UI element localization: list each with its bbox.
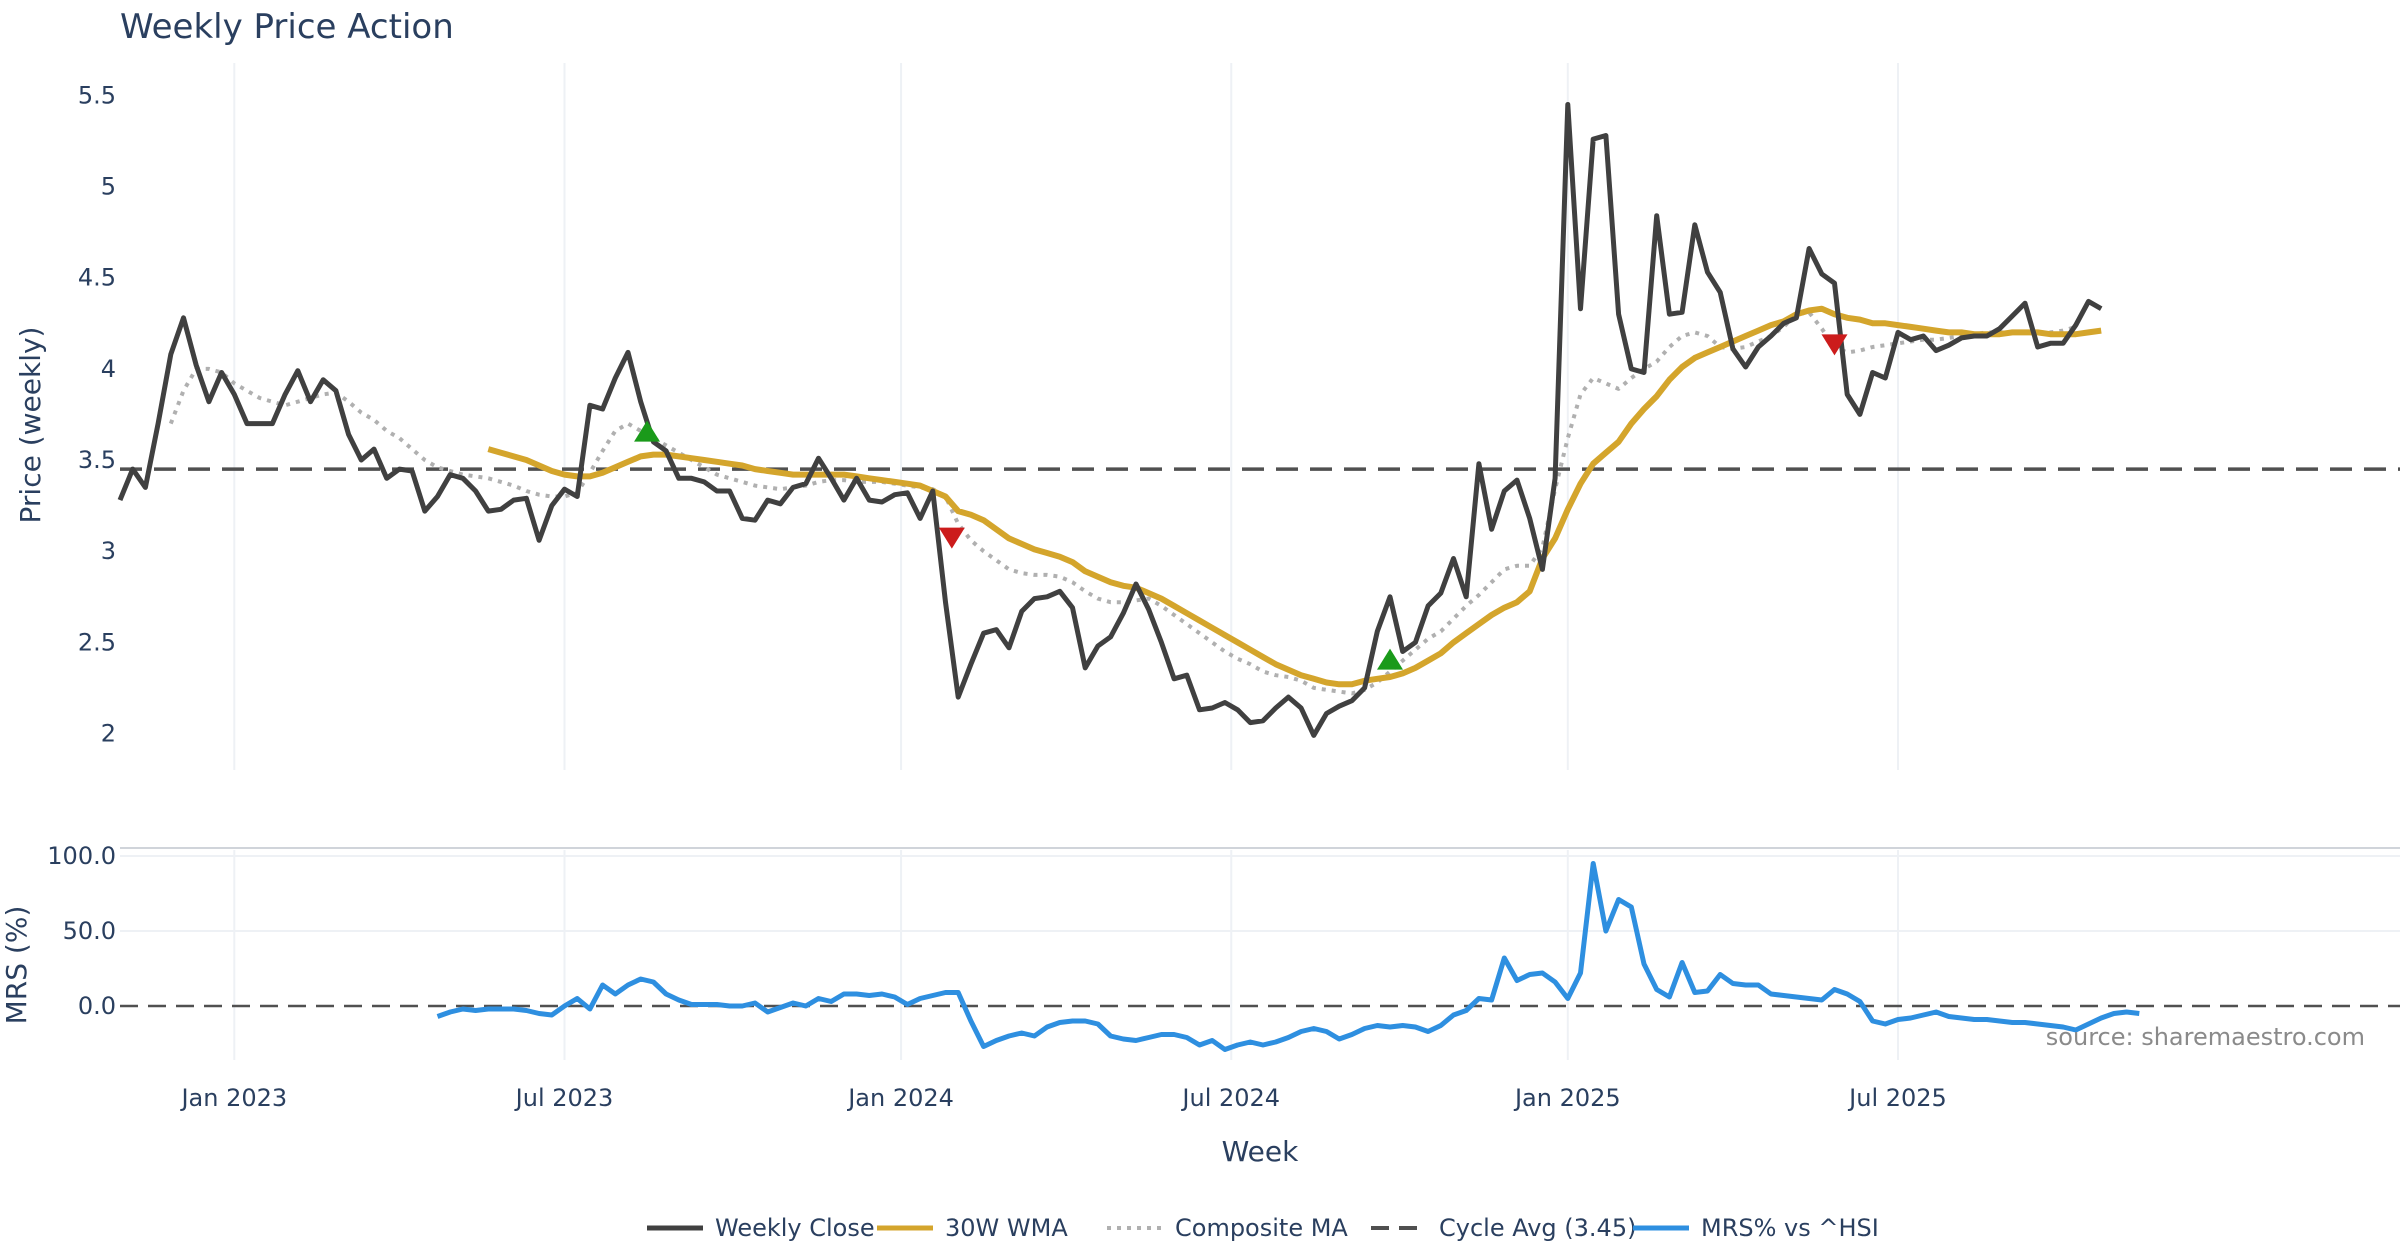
y-tick-label: 50.0 [63,917,116,945]
x-tick-label: Jul 2024 [1180,1084,1280,1112]
buy-signal-marker [1377,648,1403,670]
x-tick-label: Jan 2025 [1513,1084,1621,1112]
chart-title: Weekly Price Action [120,7,454,47]
x-tick-label: Jul 2023 [514,1084,614,1112]
composite-ma-line [168,310,2077,696]
mrs-line [436,861,2140,1052]
x-axis: Jan 2023 Jul 2023 Jan 2024 Jul 2024 Jan 2025… [179,1084,1946,1112]
sell-signal-marker [938,527,965,549]
legend-label: 30W WMA [945,1214,1068,1242]
weekly-close-line [117,102,2103,738]
legend-label: Weekly Close [715,1214,875,1242]
mrs-panel-grid [120,847,2400,1060]
mrs-y-axis-title: MRS (%) [0,906,33,1025]
wma-30w-line [487,305,2102,688]
sell-signal-marker [1821,334,1848,356]
price-panel-grid [233,63,1899,770]
y-tick-label: 2.5 [78,628,116,656]
source-label: source: sharemaestro.com [2046,1023,2365,1051]
price-y-axis: 2 2.5 3 3.5 4 4.5 5 5.5 [78,81,116,747]
mrs-y-axis: 0.0 50.0 100.0 [47,842,116,1020]
y-tick-label: 2 [101,720,116,748]
y-tick-label: 4 [101,355,116,383]
y-tick-label: 0.0 [78,992,116,1020]
y-tick-label: 100.0 [47,842,116,870]
y-tick-label: 5 [101,173,116,201]
y-tick-label: 4.5 [78,264,116,292]
price-y-axis-title: Price (weekly) [14,327,47,524]
x-tick-label: Jan 2024 [846,1084,954,1112]
legend-label: Cycle Avg (3.45) [1439,1214,1636,1242]
x-tick-label: Jul 2025 [1847,1084,1947,1112]
mrs-panel [120,861,2400,1052]
x-tick-label: Jan 2023 [179,1084,287,1112]
buy-signal-marker [634,420,661,442]
y-tick-label: 3 [101,537,116,565]
x-axis-title: Week [1222,1135,1299,1168]
legend-label: Composite MA [1175,1214,1348,1242]
y-tick-label: 3.5 [78,446,116,474]
legend: Weekly Close 30W WMA Composite MA Cycle Avg… [647,1214,1879,1242]
price-panel [117,102,2400,738]
y-tick-label: 5.5 [78,81,116,109]
legend-label: MRS% vs ^HSI [1701,1214,1879,1242]
